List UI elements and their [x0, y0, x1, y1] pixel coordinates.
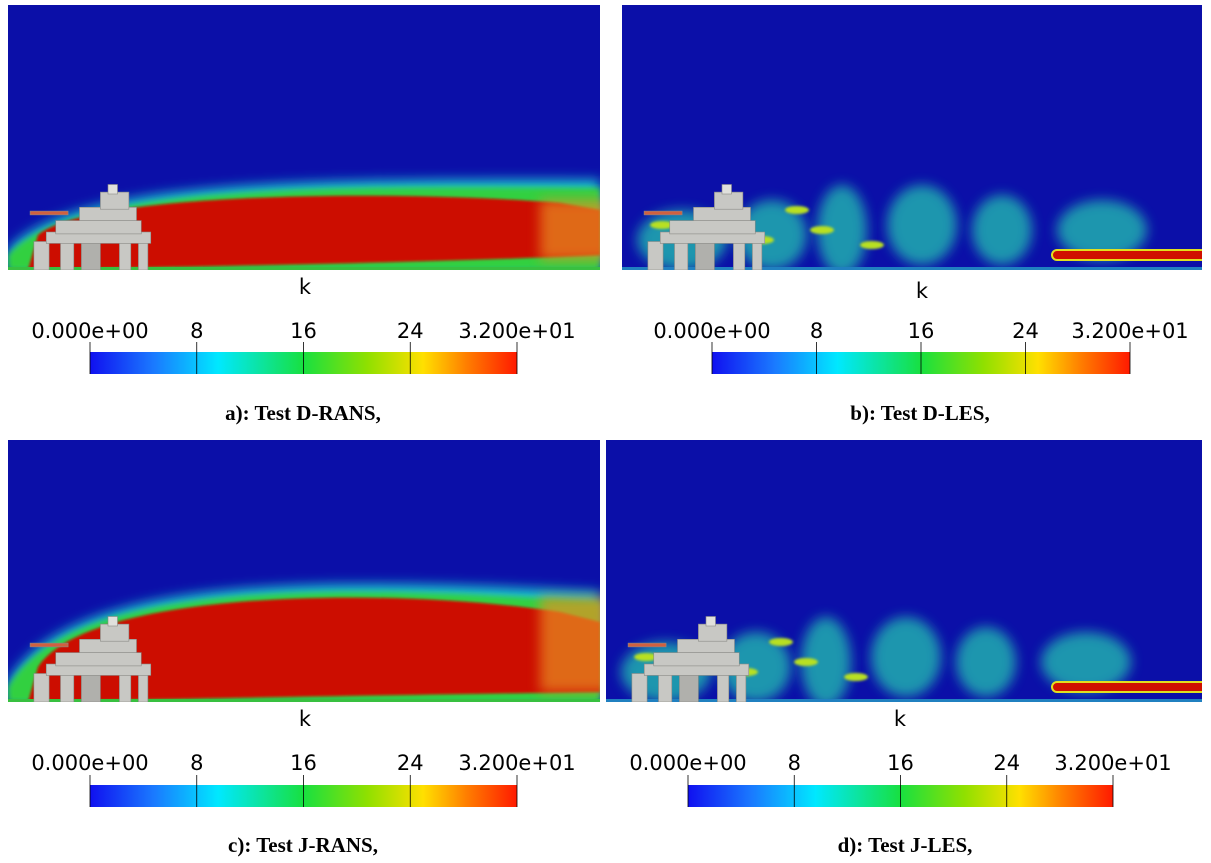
contour-plot	[622, 5, 1202, 270]
turbulence	[817, 185, 867, 270]
colorbar-tick-label: 3.200e+01	[458, 751, 575, 775]
caption: c): Test J-RANS,	[228, 833, 378, 857]
structure-part	[138, 673, 149, 702]
structure-part	[81, 239, 101, 270]
colorbar-tick-label: 16	[887, 751, 914, 775]
structure-part	[717, 673, 730, 702]
structure-part	[60, 673, 75, 702]
floor	[8, 267, 600, 270]
structure-part	[674, 241, 689, 270]
colorbar-tick-label: 0.000e+00	[629, 751, 746, 775]
eddy	[650, 221, 674, 229]
turbulence	[972, 195, 1032, 265]
turbulence	[956, 627, 1016, 697]
eddy	[634, 653, 658, 661]
colorbar-title: k	[894, 707, 907, 731]
colorbar-tick-label: 8	[190, 751, 203, 775]
structure-part	[698, 623, 728, 642]
eddy	[785, 206, 809, 214]
structure-part	[627, 642, 667, 648]
contour-plot	[8, 5, 600, 270]
colorbar-tick-label: 8	[190, 319, 203, 343]
colorbar-tick-label: 16	[908, 319, 935, 343]
colorbar-tick-label: 3.200e+01	[1071, 319, 1188, 343]
colorbar-tick-label: 0.000e+00	[653, 319, 770, 343]
structure-part	[669, 220, 756, 235]
structure-part	[81, 671, 101, 702]
contour-plot	[8, 440, 600, 702]
colorbar-title: k	[299, 707, 312, 731]
eddy	[769, 638, 793, 646]
colorbar-title: k	[299, 275, 312, 299]
floor	[622, 267, 1202, 270]
turbulence	[871, 617, 941, 697]
structure-part	[138, 241, 149, 270]
structure-part	[695, 239, 715, 270]
structure-part	[119, 241, 132, 270]
near-wall-streak	[1051, 249, 1202, 261]
colorbar-tick-label: 24	[397, 751, 424, 775]
turbulence	[887, 185, 957, 265]
turbulence	[1057, 200, 1147, 260]
colorbar-tick-label: 24	[993, 751, 1020, 775]
wake-tail	[540, 597, 600, 692]
eddy	[860, 241, 884, 249]
structure-part	[60, 241, 75, 270]
colorbar-tick-label: 8	[810, 319, 823, 343]
colorbar-tick-label: 16	[290, 751, 317, 775]
near-wall-streak	[1051, 681, 1202, 693]
caption: a): Test D-RANS,	[225, 401, 381, 425]
floor	[8, 699, 600, 702]
structure-part	[33, 241, 50, 270]
structure-part	[705, 616, 716, 627]
structure-part	[107, 184, 118, 195]
turbulence	[801, 617, 851, 702]
structure-part	[643, 210, 683, 216]
structure-part	[55, 652, 142, 667]
structure-part	[119, 673, 132, 702]
wake-core	[28, 195, 600, 270]
structure-part	[29, 642, 69, 648]
colorbar-tick-label: 3.200e+01	[1054, 751, 1171, 775]
colorbar-tick-label: 8	[788, 751, 801, 775]
structure-part	[100, 191, 130, 210]
colorbar-tick-label: 24	[397, 319, 424, 343]
turbulence	[1041, 632, 1131, 692]
structure-part	[714, 191, 744, 210]
structure-part	[55, 220, 142, 235]
structure-part	[733, 241, 746, 270]
structure-part	[658, 673, 673, 702]
colorbar-tick-label: 16	[290, 319, 317, 343]
structure-part	[647, 241, 664, 270]
structure-part	[631, 673, 648, 702]
structure-part	[33, 673, 50, 702]
colorbar-tick-label: 0.000e+00	[31, 319, 148, 343]
eddy	[810, 226, 834, 234]
colorbar-title: k	[916, 279, 929, 303]
structure-part	[679, 671, 699, 702]
contour-plot	[606, 440, 1202, 702]
structure-part	[107, 616, 118, 627]
structure-part	[29, 210, 69, 216]
structure-part	[100, 623, 130, 642]
wake-tail	[540, 200, 600, 260]
caption: b): Test D-LES,	[850, 401, 989, 425]
eddy	[844, 673, 868, 681]
caption: d): Test J-LES,	[838, 833, 973, 857]
structure-part	[721, 184, 732, 195]
eddy	[794, 658, 818, 666]
structure-part	[653, 652, 740, 667]
colorbar-tick-label: 24	[1012, 319, 1039, 343]
structure-part	[736, 673, 747, 702]
floor	[606, 699, 1202, 702]
wake-core	[28, 597, 600, 702]
structure-part	[752, 241, 763, 270]
colorbar-tick-label: 3.200e+01	[458, 319, 575, 343]
colorbar-tick-label: 0.000e+00	[31, 751, 148, 775]
